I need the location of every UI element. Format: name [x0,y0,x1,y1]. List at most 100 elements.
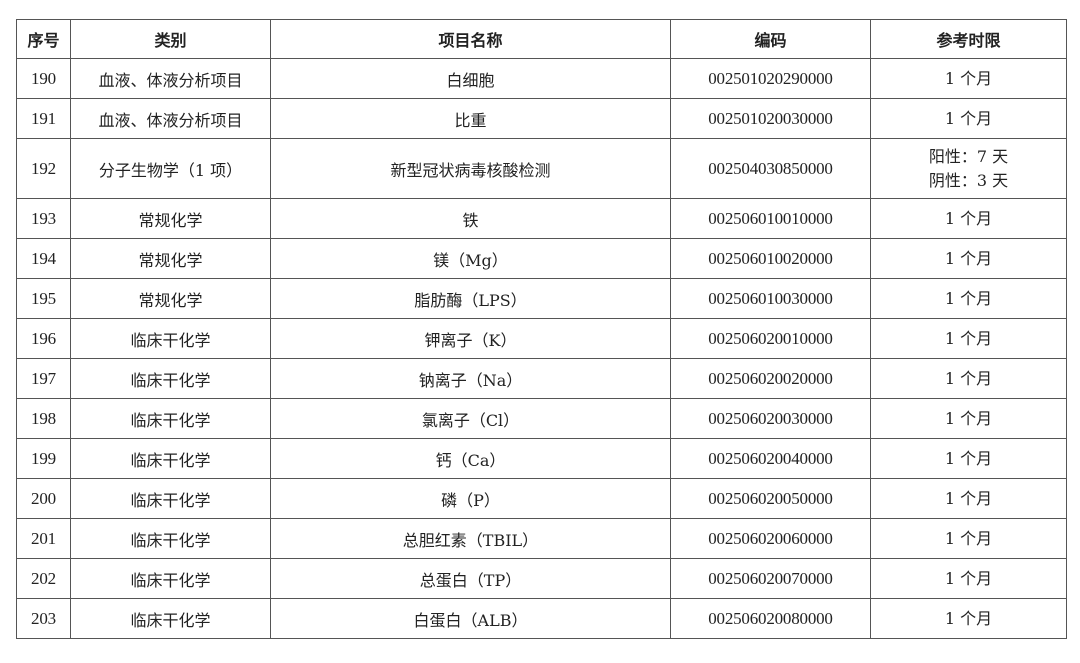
table-row: 199 临床干化学 钙（Ca） 002506020040000 1 个月 [16,438,1067,479]
row-number: 191 [16,98,71,139]
row-code: 002501020290000 [670,58,871,99]
row-code: 002506020040000 [670,438,871,479]
row-code: 002506020080000 [670,598,871,639]
row-category: 常规化学 [70,278,271,319]
header-category: 类别 [70,19,271,59]
row-number: 192 [16,138,71,199]
reference-table: 序号 类别 项目名称 编码 参考时限 190 血液、体液分析项目 白细胞 002501… [16,19,1067,639]
row-number: 194 [16,238,71,279]
row-reference-limit: 1 个月 [870,238,1067,279]
row-item-name: 铁 [270,198,671,239]
table-row: 202 临床干化学 总蛋白（TP） 002506020070000 1 个月 [16,558,1067,599]
row-code: 002506020050000 [670,478,871,519]
row-category: 临床干化学 [70,478,271,519]
limit-line: 1 个月 [944,208,993,228]
row-reference-limit: 1 个月 [870,558,1067,599]
row-category: 常规化学 [70,238,271,279]
row-reference-limit: 1 个月 [870,398,1067,439]
table-row: 191 血液、体液分析项目 比重 002501020030000 1 个月 [16,98,1067,139]
row-number: 202 [16,558,71,599]
row-category: 临床干化学 [70,318,271,359]
row-item-name: 比重 [270,98,671,139]
header-no: 序号 [16,19,71,59]
row-item-name: 钾离子（K） [270,318,671,359]
row-code: 002501020030000 [670,98,871,139]
limit-line: 1 个月 [944,488,993,508]
row-reference-limit: 1 个月 [870,518,1067,559]
row-number: 195 [16,278,71,319]
row-code: 002506020010000 [670,318,871,359]
row-item-name: 磷（P） [270,478,671,519]
row-item-name: 总蛋白（TP） [270,558,671,599]
row-number: 203 [16,598,71,639]
limit-line: 阳性：7 天 [928,146,1009,166]
row-number: 198 [16,398,71,439]
limit-line: 1 个月 [944,568,993,588]
row-item-name: 钠离子（Na） [270,358,671,399]
row-number: 197 [16,358,71,399]
row-code: 002506020060000 [670,518,871,559]
row-number: 200 [16,478,71,519]
row-category: 血液、体液分析项目 [70,58,271,99]
limit-line: 1 个月 [944,408,993,428]
row-code: 002506020070000 [670,558,871,599]
row-reference-limit: 1 个月 [870,598,1067,639]
row-category: 临床干化学 [70,438,271,479]
limit-line: 1 个月 [944,68,993,88]
row-code: 002506010030000 [670,278,871,319]
table-row: 200 临床干化学 磷（P） 002506020050000 1 个月 [16,478,1067,519]
row-category: 临床干化学 [70,598,271,639]
limit-line: 1 个月 [944,108,993,128]
row-reference-limit: 1 个月 [870,58,1067,99]
header-limit: 参考时限 [870,19,1067,59]
row-item-name: 钙（Ca） [270,438,671,479]
header-code: 编码 [670,19,871,59]
limit-line: 1 个月 [944,368,993,388]
table-row: 194 常规化学 镁（Mg） 002506010020000 1 个月 [16,238,1067,279]
row-number: 201 [16,518,71,559]
table-row: 192 分子生物学（1 项） 新型冠状病毒核酸检测 002504030850000 阳性… [16,138,1067,199]
table-row: 201 临床干化学 总胆红素（TBIL） 002506020060000 1 个月 [16,518,1067,559]
row-category: 血液、体液分析项目 [70,98,271,139]
row-code: 002506020030000 [670,398,871,439]
row-number: 199 [16,438,71,479]
row-reference-limit: 1 个月 [870,358,1067,399]
table-row: 193 常规化学铁 002506010010000 1 个月 [16,198,1067,239]
row-reference-limit: 阳性：7 天阴性：3 天 [870,138,1067,199]
row-reference-limit: 1 个月 [870,478,1067,519]
row-item-name: 白细胞 [270,58,671,99]
row-reference-limit: 1 个月 [870,278,1067,319]
row-item-name: 脂肪酶（LPS） [270,278,671,319]
header-name: 项目名称 [270,19,671,59]
row-item-name: 氯离子（Cl） [270,398,671,439]
limit-line: 1 个月 [944,608,993,628]
row-reference-limit: 1 个月 [870,198,1067,239]
row-category: 分子生物学（1 项） [70,138,271,199]
table-row: 196 临床干化学 钾离子（K） 002506020010000 1 个月 [16,318,1067,359]
row-number: 193 [16,198,71,239]
row-number: 190 [16,58,71,99]
row-code: 002506010020000 [670,238,871,279]
row-reference-limit: 1 个月 [870,98,1067,139]
row-category: 临床干化学 [70,518,271,559]
table-row: 197 临床干化学 钠离子（Na） 002506020020000 1 个月 [16,358,1067,399]
limit-line: 1 个月 [944,288,993,308]
row-reference-limit: 1 个月 [870,318,1067,359]
table-row: 203 临床干化学 白蛋白（ALB） 002506020080000 1 个月 [16,598,1067,639]
row-code: 002506010010000 [670,198,871,239]
table-row: 198 临床干化学 氯离子（Cl） 002506020030000 1 个月 [16,398,1067,439]
table-row: 195 常规化学 脂肪酶（LPS） 002506010030000 1 个月 [16,278,1067,319]
row-item-name: 总胆红素（TBIL） [270,518,671,559]
row-reference-limit: 1 个月 [870,438,1067,479]
row-item-name: 新型冠状病毒核酸检测 [270,138,671,199]
row-code: 002506020020000 [670,358,871,399]
row-category: 临床干化学 [70,558,271,599]
row-item-name: 镁（Mg） [270,238,671,279]
limit-line: 1 个月 [944,248,993,268]
table-row: 190 血液、体液分析项目 白细胞 002501020290000 1 个月 [16,58,1067,99]
limit-line: 1 个月 [944,528,993,548]
row-category: 临床干化学 [70,358,271,399]
header-row: 序号 类别 项目名称 编码 参考时限 [16,19,1067,59]
row-item-name: 白蛋白（ALB） [270,598,671,639]
row-category: 常规化学 [70,198,271,239]
